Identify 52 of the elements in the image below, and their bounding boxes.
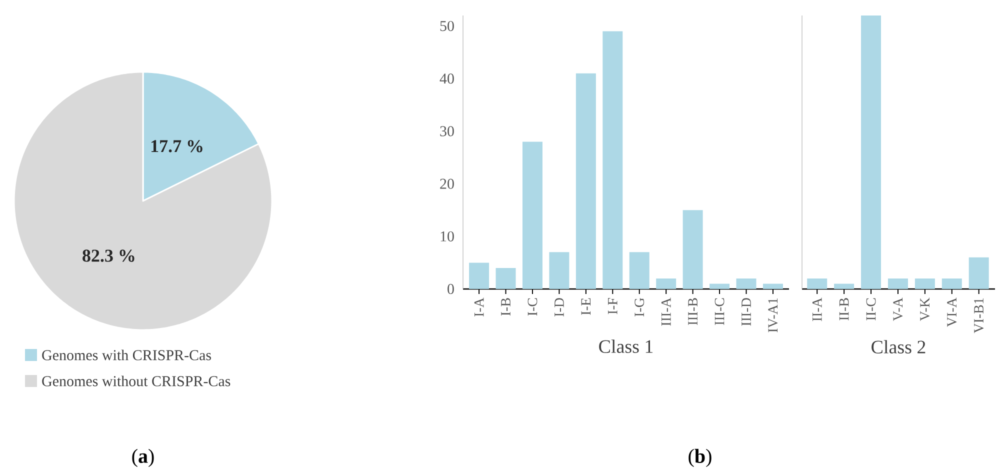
bar (522, 142, 542, 289)
x-tick-label: III-D (742, 298, 751, 326)
bar (942, 278, 962, 289)
bar (807, 278, 828, 289)
bar (861, 15, 882, 289)
x-tick-label: II-A (812, 298, 822, 322)
bar (549, 252, 570, 289)
bar (576, 73, 596, 289)
x-tick-label: VI-B1 (974, 298, 984, 334)
bar (914, 278, 935, 289)
x-tick-label: II-C (866, 298, 876, 320)
x-tick-label: I-E (581, 298, 591, 315)
x-tick-label: I-A (474, 298, 484, 316)
data-label: 17.7 % (151, 140, 202, 152)
bar (469, 262, 490, 289)
x-tick-label: I-G (634, 298, 644, 316)
bar (736, 278, 756, 289)
bar (496, 268, 516, 289)
x-tick-label: II-B (839, 298, 849, 320)
bar (762, 284, 783, 289)
x-tick-label: III-B (688, 298, 698, 325)
y-tick-label: 0 (448, 284, 454, 294)
bar (629, 252, 650, 289)
x-tick-label: I-F (608, 298, 618, 314)
x-axis-title: Class 2 (872, 340, 926, 354)
bar (602, 31, 623, 289)
x-axis-title: Class 1 (599, 340, 653, 353)
bar (888, 278, 908, 289)
legend-label: Genomes with CRISPR-Cas (42, 350, 211, 360)
y-tick-label: 10 (440, 231, 454, 242)
x-tick-label: IV-A1 (768, 298, 778, 332)
text: (a) (132, 448, 154, 468)
y-tick-label: 40 (440, 74, 454, 84)
text: (b) (688, 448, 712, 468)
x-tick-label: V-K (920, 298, 930, 321)
y-tick-label: 30 (440, 126, 454, 136)
y-tick-label: 20 (440, 178, 454, 189)
legend-label: Genomes without CRISPR-Cas (42, 376, 230, 386)
data-label: 82.3 % (82, 250, 134, 262)
x-tick-label: I-B (501, 298, 510, 316)
x-tick-label: III-C (714, 298, 724, 325)
y-tick-label: 50 (440, 20, 454, 32)
bar (710, 284, 730, 289)
bar (656, 278, 676, 289)
x-tick-label: VI-A (947, 298, 957, 327)
bar (834, 284, 854, 289)
x-tick-label: I-D (554, 298, 564, 316)
bar (682, 210, 703, 289)
x-tick-label: III-A (661, 298, 671, 326)
x-tick-label: V-A (893, 298, 903, 321)
x-tick-label: I-C (528, 298, 538, 316)
bar (968, 257, 989, 289)
